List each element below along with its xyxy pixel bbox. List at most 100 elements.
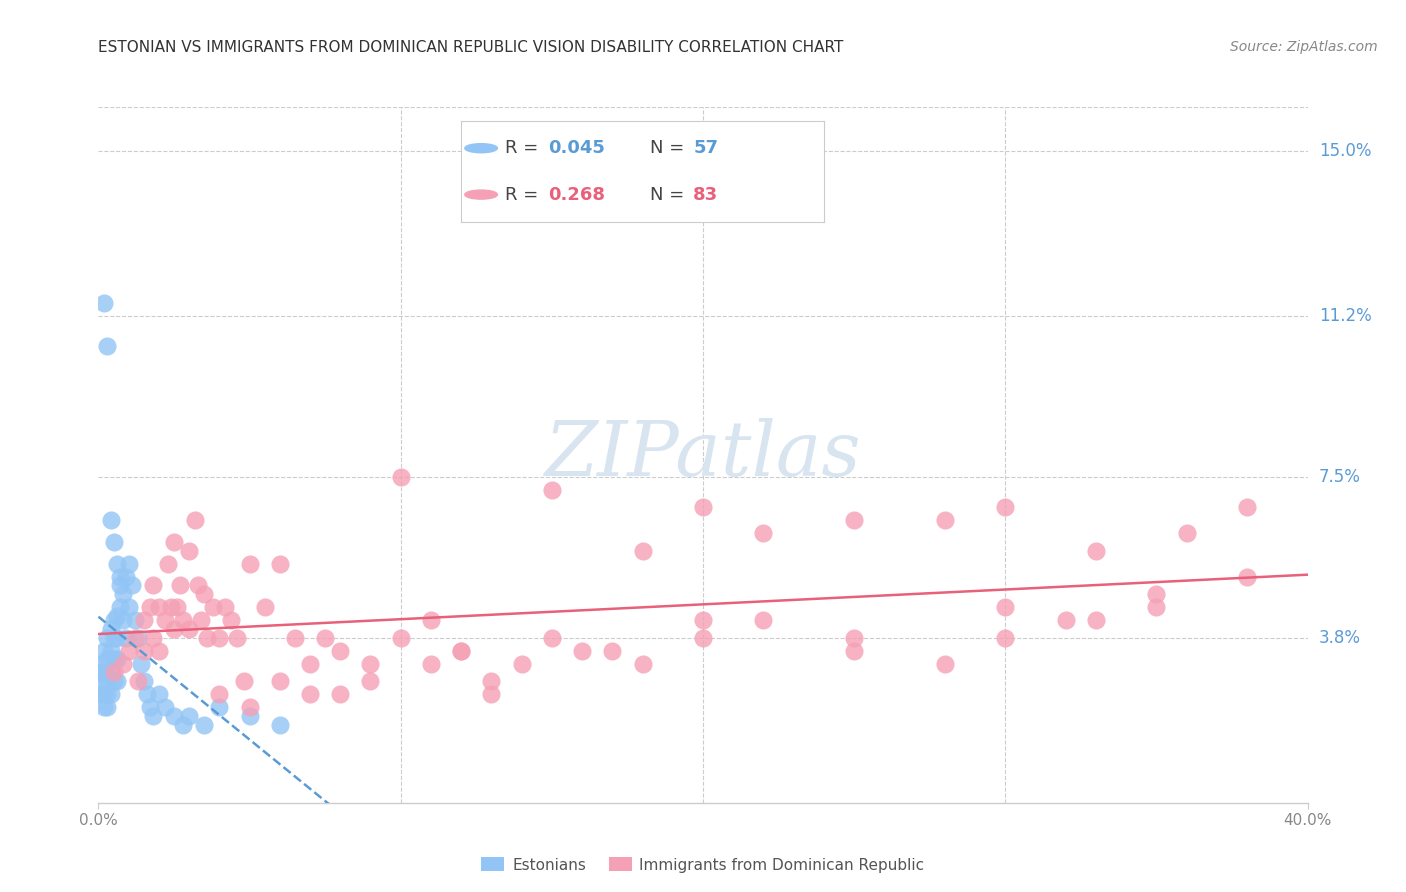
Point: [481, 674, 503, 689]
Point: [132, 643, 155, 657]
Text: N =: N =: [650, 186, 690, 203]
Point: [253, 600, 276, 615]
Point: [132, 674, 155, 689]
Point: [314, 631, 336, 645]
Point: [111, 613, 134, 627]
Circle shape: [465, 190, 498, 199]
Point: [1085, 613, 1108, 627]
Point: [360, 674, 382, 689]
Point: [1236, 570, 1258, 584]
Point: [239, 700, 262, 714]
Point: [96, 652, 118, 666]
Point: [100, 643, 122, 657]
Point: [100, 687, 122, 701]
Point: [187, 578, 209, 592]
Point: [103, 613, 125, 627]
Text: Source: ZipAtlas.com: Source: ZipAtlas.com: [1230, 40, 1378, 54]
Point: [124, 631, 146, 645]
Point: [177, 543, 201, 558]
Point: [190, 613, 212, 627]
Point: [389, 469, 412, 483]
Point: [127, 674, 149, 689]
Point: [114, 570, 136, 584]
Point: [994, 500, 1017, 514]
Point: [111, 587, 134, 601]
Point: [96, 687, 118, 701]
Point: [994, 600, 1017, 615]
Text: R =: R =: [505, 139, 544, 157]
Point: [127, 631, 149, 645]
Point: [1085, 543, 1108, 558]
Point: [844, 513, 866, 527]
Point: [1175, 526, 1198, 541]
Point: [510, 657, 533, 671]
Point: [103, 535, 125, 549]
Point: [108, 600, 131, 615]
Point: [153, 700, 176, 714]
Point: [692, 500, 714, 514]
Point: [139, 600, 162, 615]
Point: [156, 557, 179, 571]
Point: [172, 613, 194, 627]
Point: [419, 613, 441, 627]
Point: [105, 608, 128, 623]
Point: [103, 652, 125, 666]
Point: [129, 657, 152, 671]
Text: R =: R =: [505, 186, 544, 203]
Point: [105, 674, 128, 689]
Point: [108, 570, 131, 584]
Point: [692, 613, 714, 627]
Point: [177, 622, 201, 636]
Point: [360, 657, 382, 671]
Point: [105, 631, 128, 645]
Point: [105, 652, 128, 666]
Text: 0.045: 0.045: [548, 139, 605, 157]
Point: [419, 657, 441, 671]
Point: [93, 295, 115, 310]
Point: [934, 657, 956, 671]
Point: [389, 631, 412, 645]
Point: [103, 665, 125, 680]
Point: [329, 687, 352, 701]
Point: [540, 631, 562, 645]
Text: ZIPatlas: ZIPatlas: [544, 418, 862, 491]
Text: 3.8%: 3.8%: [1319, 629, 1361, 647]
Point: [93, 643, 115, 657]
Point: [232, 674, 254, 689]
Point: [221, 613, 243, 627]
Point: [195, 631, 218, 645]
Point: [752, 613, 775, 627]
Point: [96, 674, 118, 689]
Text: ESTONIAN VS IMMIGRANTS FROM DOMINICAN REPUBLIC VISION DISABILITY CORRELATION CHA: ESTONIAN VS IMMIGRANTS FROM DOMINICAN RE…: [98, 40, 844, 55]
Point: [100, 665, 122, 680]
Point: [121, 578, 143, 592]
Point: [105, 557, 128, 571]
Point: [103, 674, 125, 689]
Circle shape: [465, 144, 498, 153]
Point: [226, 631, 249, 645]
Point: [148, 600, 170, 615]
Point: [166, 600, 188, 615]
Point: [96, 339, 118, 353]
Point: [96, 700, 118, 714]
Point: [96, 631, 118, 645]
Point: [299, 657, 322, 671]
Point: [602, 643, 624, 657]
Point: [208, 700, 231, 714]
Point: [299, 687, 322, 701]
Point: [329, 643, 352, 657]
Text: 7.5%: 7.5%: [1319, 467, 1361, 485]
Point: [142, 631, 165, 645]
Point: [172, 717, 194, 731]
Point: [208, 631, 231, 645]
Point: [163, 535, 186, 549]
Point: [160, 600, 183, 615]
Point: [844, 631, 866, 645]
Point: [111, 657, 134, 671]
Point: [184, 513, 207, 527]
Point: [114, 631, 136, 645]
Point: [169, 578, 191, 592]
Point: [118, 643, 141, 657]
Legend: Estonians, Immigrants from Dominican Republic: Estonians, Immigrants from Dominican Rep…: [475, 851, 931, 879]
Point: [142, 708, 165, 723]
